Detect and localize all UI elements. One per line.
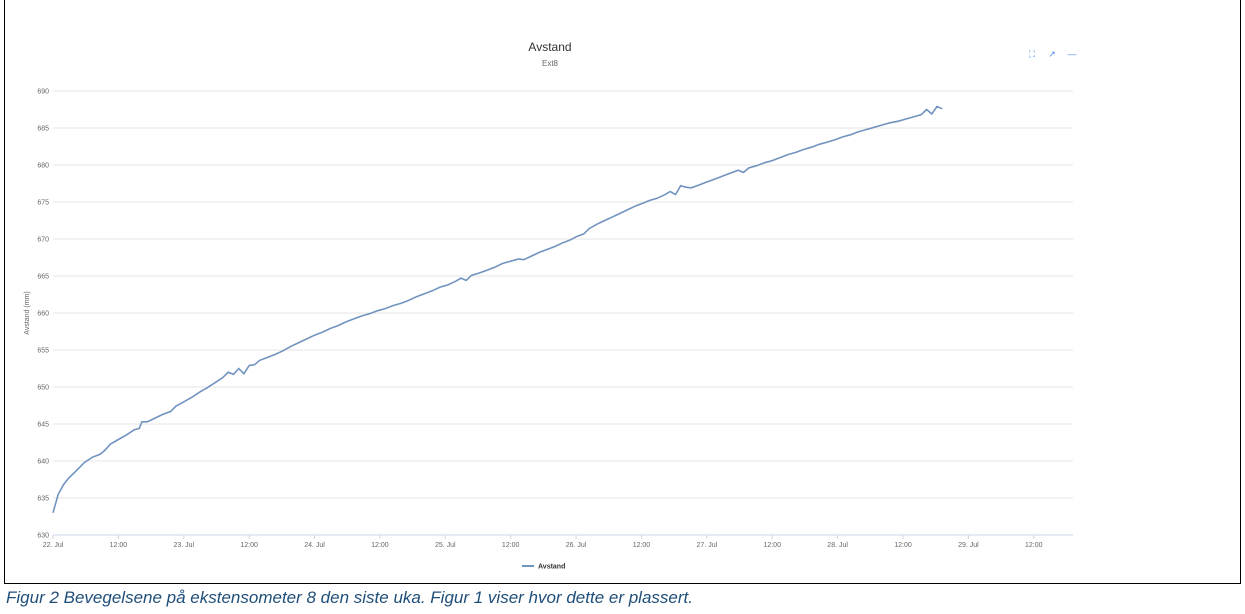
x-tick-label: 24. Jul bbox=[304, 542, 325, 549]
chart-title: Avstand bbox=[528, 40, 572, 54]
chart-toolbar: ⛶ ↗ — bbox=[1026, 48, 1078, 60]
y-tick-label: 670 bbox=[37, 237, 49, 244]
legend-label: Avstand bbox=[538, 564, 565, 571]
x-tick-label: 22. Jul bbox=[43, 542, 64, 549]
expand-icon[interactable]: ⛶ bbox=[1028, 49, 1036, 59]
x-tick-label: 12:00 bbox=[894, 542, 912, 549]
popout-icon[interactable]: ↗ bbox=[1048, 49, 1056, 59]
y-tick-label: 675 bbox=[37, 200, 49, 207]
figure-frame bbox=[4, 0, 1241, 584]
x-tick-label: 12:00 bbox=[633, 542, 651, 549]
x-tick-label: 29. Jul bbox=[958, 542, 979, 549]
y-tick-label: 680 bbox=[37, 163, 49, 170]
legend[interactable]: Avstand bbox=[522, 564, 565, 571]
y-axis-label: Avstand (mm) bbox=[24, 291, 31, 334]
x-tick-label: 28. Jul bbox=[827, 542, 848, 549]
y-tick-label: 685 bbox=[37, 126, 49, 133]
y-tick-label: 640 bbox=[37, 459, 49, 466]
y-tick-label: 630 bbox=[37, 533, 49, 540]
figure-caption: Figur 2 Bevegelsene på ekstensometer 8 d… bbox=[6, 588, 693, 607]
y-tick-label: 660 bbox=[37, 311, 49, 318]
x-tick-label: 12:00 bbox=[502, 542, 520, 549]
x-tick-label: 12:00 bbox=[1025, 542, 1043, 549]
x-tick-label: 12:00 bbox=[763, 542, 781, 549]
x-tick-label: 26. Jul bbox=[566, 542, 587, 549]
y-tick-label: 690 bbox=[37, 89, 49, 96]
x-tick-label: 27. Jul bbox=[697, 542, 718, 549]
y-tick-label: 650 bbox=[37, 385, 49, 392]
series-line-avstand bbox=[52, 105, 943, 514]
x-tick-label: 12:00 bbox=[110, 542, 128, 549]
x-tick-label: 23. Jul bbox=[173, 542, 194, 549]
y-axis-ticks: 630 635 640 645 650 655 660 665 670 675 680 685 690 bbox=[37, 89, 49, 540]
y-tick-label: 655 bbox=[37, 348, 49, 355]
y-tick-label: 665 bbox=[37, 274, 49, 281]
y-tick-label: 645 bbox=[37, 422, 49, 429]
x-axis-ticks: 22. Jul 12:00 23. Jul 12:00 24. Jul 12:00 25. … bbox=[43, 535, 1043, 549]
x-tick-label: 25. Jul bbox=[435, 542, 456, 549]
y-tick-label: 635 bbox=[37, 496, 49, 503]
grid-lines bbox=[53, 90, 1073, 536]
chart-subtitle: Ext8 bbox=[541, 59, 558, 68]
x-tick-label: 12:00 bbox=[371, 542, 389, 549]
x-tick-label: 12:00 bbox=[240, 542, 258, 549]
collapse-icon[interactable]: — bbox=[1067, 49, 1077, 59]
